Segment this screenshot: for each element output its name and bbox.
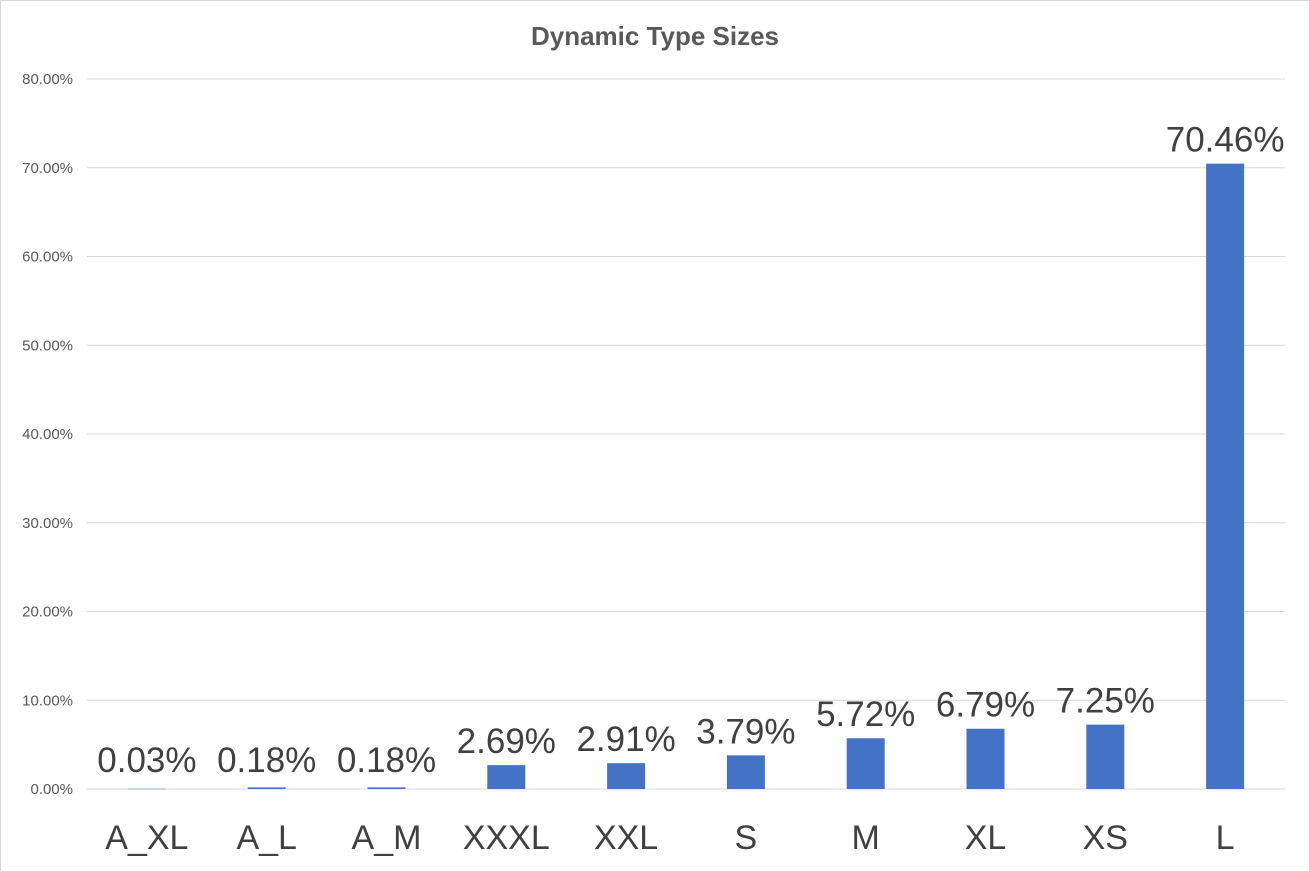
y-tick-label: 0.00% <box>30 781 73 798</box>
bar <box>607 763 646 789</box>
x-tick-label: A_L <box>236 819 297 857</box>
data-label: 2.91% <box>576 720 675 759</box>
x-tick-label: XXXL <box>463 819 550 857</box>
data-label: 7.25% <box>1056 682 1155 721</box>
data-label: 0.18% <box>217 741 316 780</box>
data-label: 70.46% <box>1166 121 1285 160</box>
y-tick-label: 20.00% <box>22 604 73 621</box>
data-label: 5.72% <box>816 695 915 734</box>
bar <box>966 728 1005 789</box>
data-label: 3.79% <box>696 712 795 751</box>
data-label: 0.18% <box>337 741 436 780</box>
x-tick-label: A_M <box>352 819 422 857</box>
bar <box>367 787 406 789</box>
y-tick-label: 10.00% <box>22 692 73 709</box>
x-tick-label: XS <box>1083 819 1128 857</box>
y-tick-label: 80.00% <box>22 71 73 88</box>
x-tick-label: A_XL <box>105 819 188 857</box>
bar <box>487 765 526 789</box>
x-tick-label: S <box>735 819 758 857</box>
x-tick-label: XL <box>965 819 1007 857</box>
x-tick-label: M <box>852 819 880 857</box>
y-tick-label: 40.00% <box>22 426 73 443</box>
y-tick-label: 50.00% <box>22 337 73 354</box>
bar <box>1206 163 1245 790</box>
x-tick-label: L <box>1216 819 1235 857</box>
bar <box>726 755 765 789</box>
data-label: 2.69% <box>457 722 556 761</box>
bar <box>127 788 166 790</box>
data-label: 0.03% <box>97 741 196 780</box>
bar <box>247 787 286 789</box>
y-tick-label: 60.00% <box>22 249 73 266</box>
bar <box>1086 724 1125 789</box>
x-tick-label: XXL <box>594 819 658 857</box>
chart-title: Dynamic Type Sizes <box>530 21 780 51</box>
data-label: 6.79% <box>936 686 1035 725</box>
y-tick-label: 70.00% <box>22 160 73 177</box>
y-tick-label: 30.00% <box>22 515 73 532</box>
bar <box>846 738 885 789</box>
